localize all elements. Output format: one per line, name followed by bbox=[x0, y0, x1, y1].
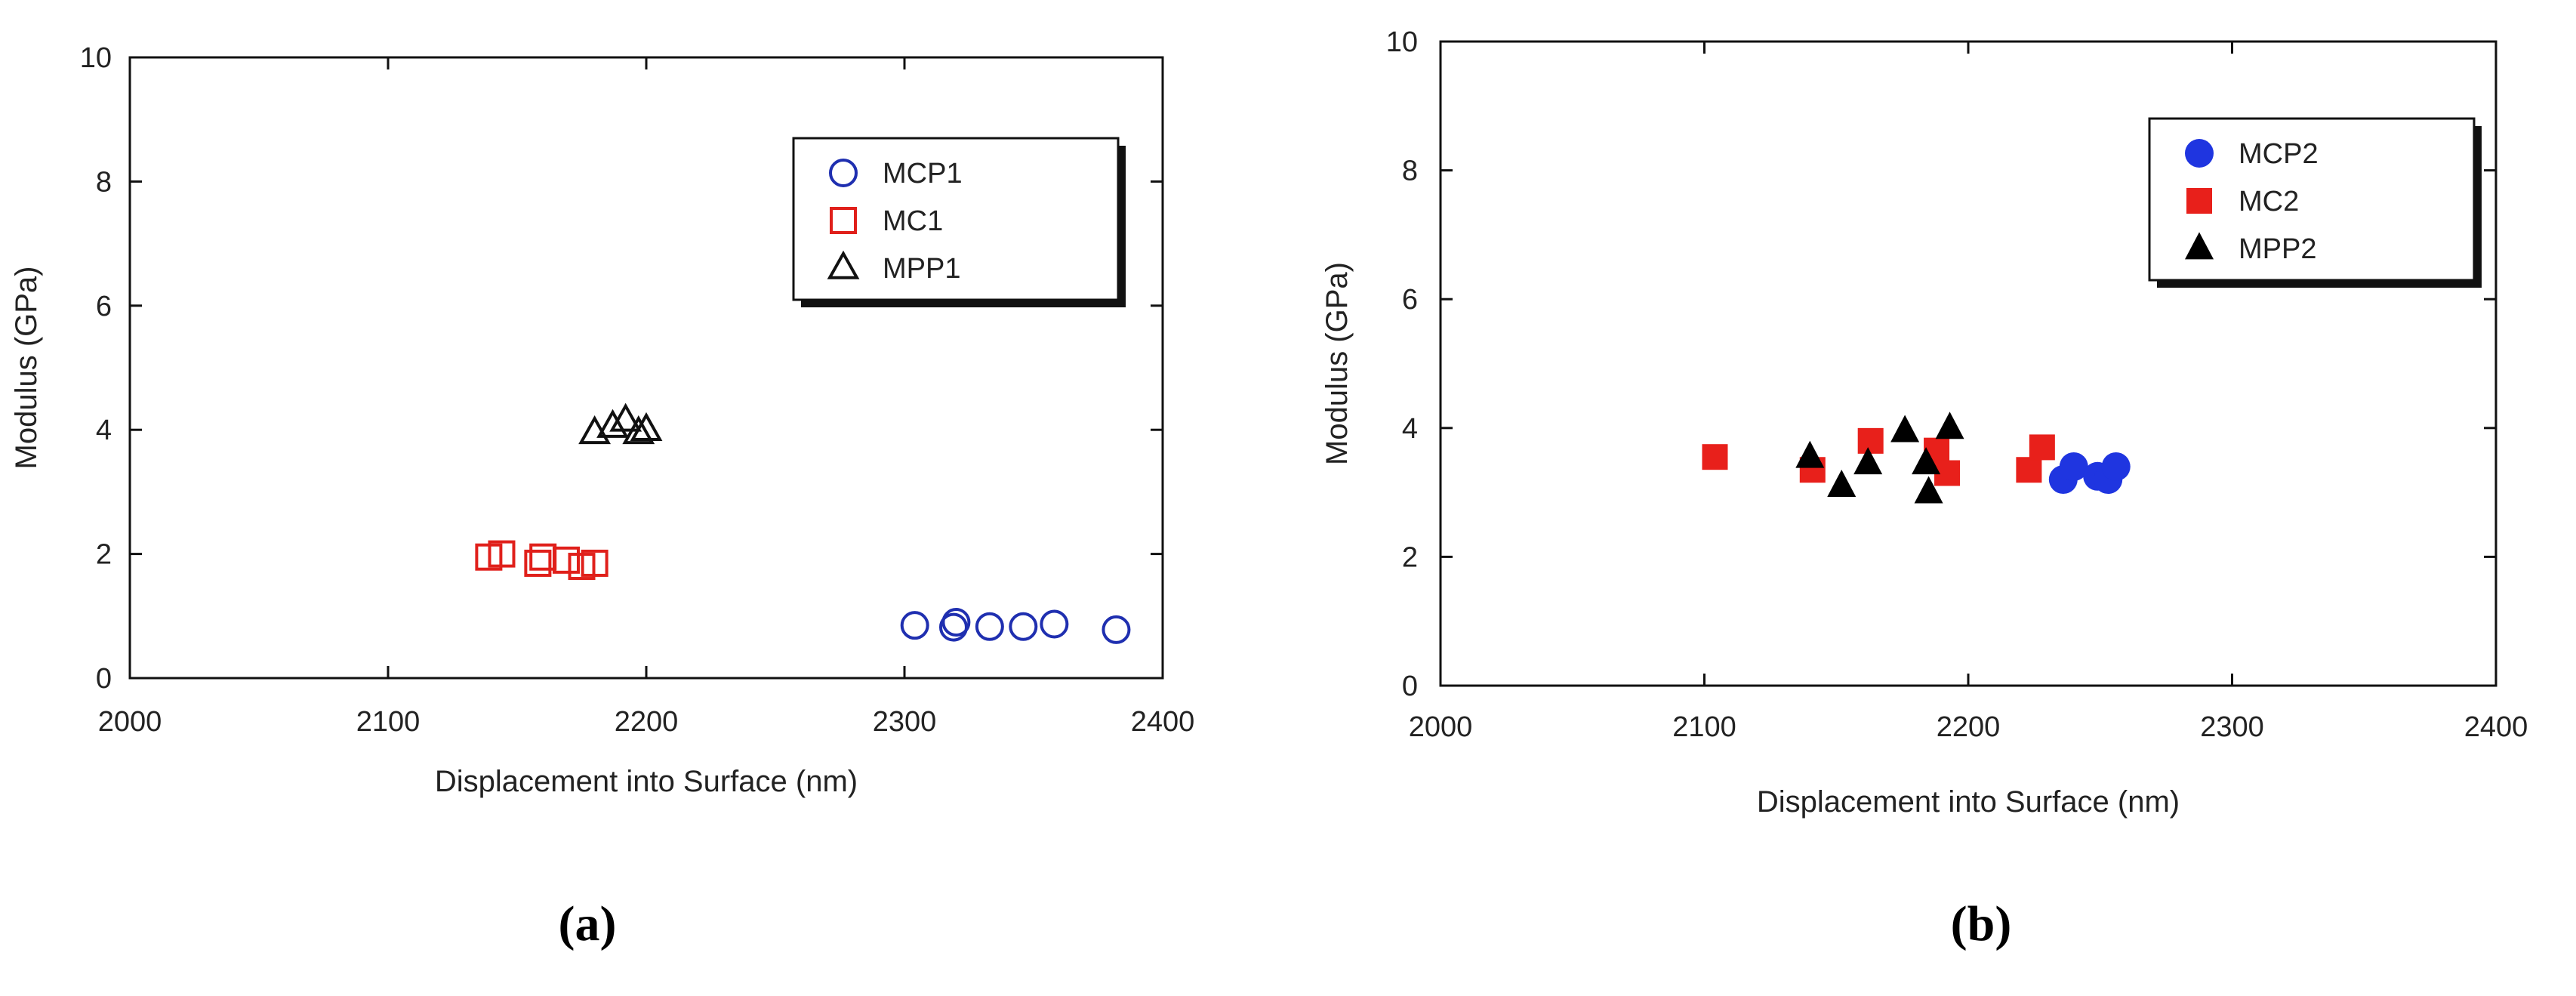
y-tick-label: 10 bbox=[80, 42, 112, 74]
series-mpp1 bbox=[578, 402, 663, 445]
data-point-mc2 bbox=[1857, 427, 1884, 454]
y-tick-label: 0 bbox=[96, 663, 112, 695]
data-point-mpp2 bbox=[1853, 447, 1883, 475]
legend-label-mc2: MC2 bbox=[2239, 186, 2299, 217]
y-tick-label: 4 bbox=[1402, 413, 1418, 445]
legend-marker-mpp1 bbox=[827, 250, 860, 279]
y-tick-label: 8 bbox=[96, 166, 112, 198]
y-tick-label: 10 bbox=[1386, 26, 1418, 58]
y-tick-label: 4 bbox=[96, 415, 112, 446]
legend-marker-mc1 bbox=[830, 207, 857, 234]
data-point-mcp1 bbox=[975, 612, 1004, 641]
data-point-mc1 bbox=[524, 549, 552, 577]
data-point-mcp2 bbox=[2059, 452, 2088, 481]
legend-label-mc1: MC1 bbox=[883, 205, 943, 237]
data-point-mpp2 bbox=[1912, 447, 1941, 475]
data-point-mpp2 bbox=[1935, 412, 1964, 439]
legend: MCP1 MC1 MPP1 bbox=[792, 137, 1126, 307]
series-mc2 bbox=[1702, 427, 2055, 486]
legend: MCP2 MC2 MPP2 bbox=[2148, 117, 2482, 288]
data-point-mcp1 bbox=[900, 611, 929, 640]
data-point-mc2 bbox=[1702, 444, 1728, 470]
legend-marker-mcp2 bbox=[2185, 139, 2214, 168]
legend-marker-mc2 bbox=[2186, 188, 2212, 214]
x-axis-title: Displacement into Surface (nm) bbox=[435, 765, 858, 798]
y-axis-title: Modulus (GPa) bbox=[10, 267, 43, 470]
data-point-mpp2 bbox=[1827, 469, 1857, 497]
y-tick-label: 2 bbox=[96, 539, 112, 571]
chart-b-scatter: 2000 2100 2200 2300 2400 0 2 4 6 8 10 Displacement … bbox=[1320, 26, 2528, 819]
data-point-mpp1 bbox=[622, 415, 655, 445]
data-point-mcp1 bbox=[1009, 612, 1038, 641]
data-point-mcp1 bbox=[1040, 609, 1069, 639]
data-point-mpp2 bbox=[1914, 476, 1943, 504]
legend-label-mpp1: MPP1 bbox=[883, 253, 960, 285]
data-point-mpp1 bbox=[630, 412, 663, 441]
legend-box bbox=[792, 137, 1120, 301]
data-point-mpp2 bbox=[1890, 415, 1920, 442]
y-axis-title: Modulus (GPa) bbox=[1320, 262, 1354, 465]
data-point-mpp2 bbox=[1795, 440, 1825, 468]
chart-a-scatter: 2000 2100 2200 2300 2400 0 2 4 6 8 10 Displacement … bbox=[10, 42, 1194, 798]
y-tick-label: 6 bbox=[96, 291, 112, 322]
data-point-mc1 bbox=[529, 543, 557, 571]
data-point-mcp2 bbox=[2101, 452, 2131, 481]
data-point-mpp1 bbox=[609, 402, 642, 432]
data-point-mc2 bbox=[2016, 457, 2042, 483]
x-tick-label: 2300 bbox=[2200, 711, 2264, 743]
caption-a: (a) bbox=[559, 896, 617, 951]
data-point-mc2 bbox=[2029, 434, 2055, 461]
series-mcp2 bbox=[2048, 452, 2131, 495]
series-mpp2 bbox=[1795, 412, 1964, 504]
series-mcp1 bbox=[900, 608, 1131, 644]
x-tick-label: 2000 bbox=[98, 706, 162, 738]
x-tick-label: 2400 bbox=[1131, 706, 1195, 738]
data-point-mcp1 bbox=[1102, 615, 1131, 644]
legend-marker-mpp2 bbox=[2185, 232, 2214, 260]
series-mc1 bbox=[475, 540, 609, 581]
x-tick-label: 2000 bbox=[1409, 711, 1473, 743]
x-tick-label: 2100 bbox=[356, 706, 421, 738]
x-tick-label: 2100 bbox=[1672, 711, 1736, 743]
y-tick-label: 8 bbox=[1402, 156, 1418, 187]
x-tick-label: 2300 bbox=[873, 706, 937, 738]
legend-label-mcp2: MCP2 bbox=[2239, 138, 2319, 170]
y-tick-label: 6 bbox=[1402, 284, 1418, 316]
legend-marker-mcp1 bbox=[829, 159, 858, 187]
data-point-mpp1 bbox=[596, 409, 629, 438]
legend-label-mpp2: MPP2 bbox=[2239, 233, 2316, 265]
caption-b: (b) bbox=[1951, 896, 2012, 951]
x-tick-label: 2400 bbox=[2464, 711, 2528, 743]
x-tick-label: 2200 bbox=[615, 706, 679, 738]
data-point-mcp1 bbox=[941, 608, 971, 637]
legend-label-mcp1: MCP1 bbox=[883, 158, 963, 190]
x-axis-title: Displacement into Surface (nm) bbox=[1757, 785, 2180, 819]
data-point-mc1 bbox=[488, 540, 516, 568]
y-tick-label: 0 bbox=[1402, 671, 1418, 702]
y-tick-label: 2 bbox=[1402, 541, 1418, 573]
data-point-mc1 bbox=[552, 546, 580, 574]
data-point-mc1 bbox=[581, 549, 609, 577]
x-tick-label: 2200 bbox=[1937, 711, 2001, 743]
